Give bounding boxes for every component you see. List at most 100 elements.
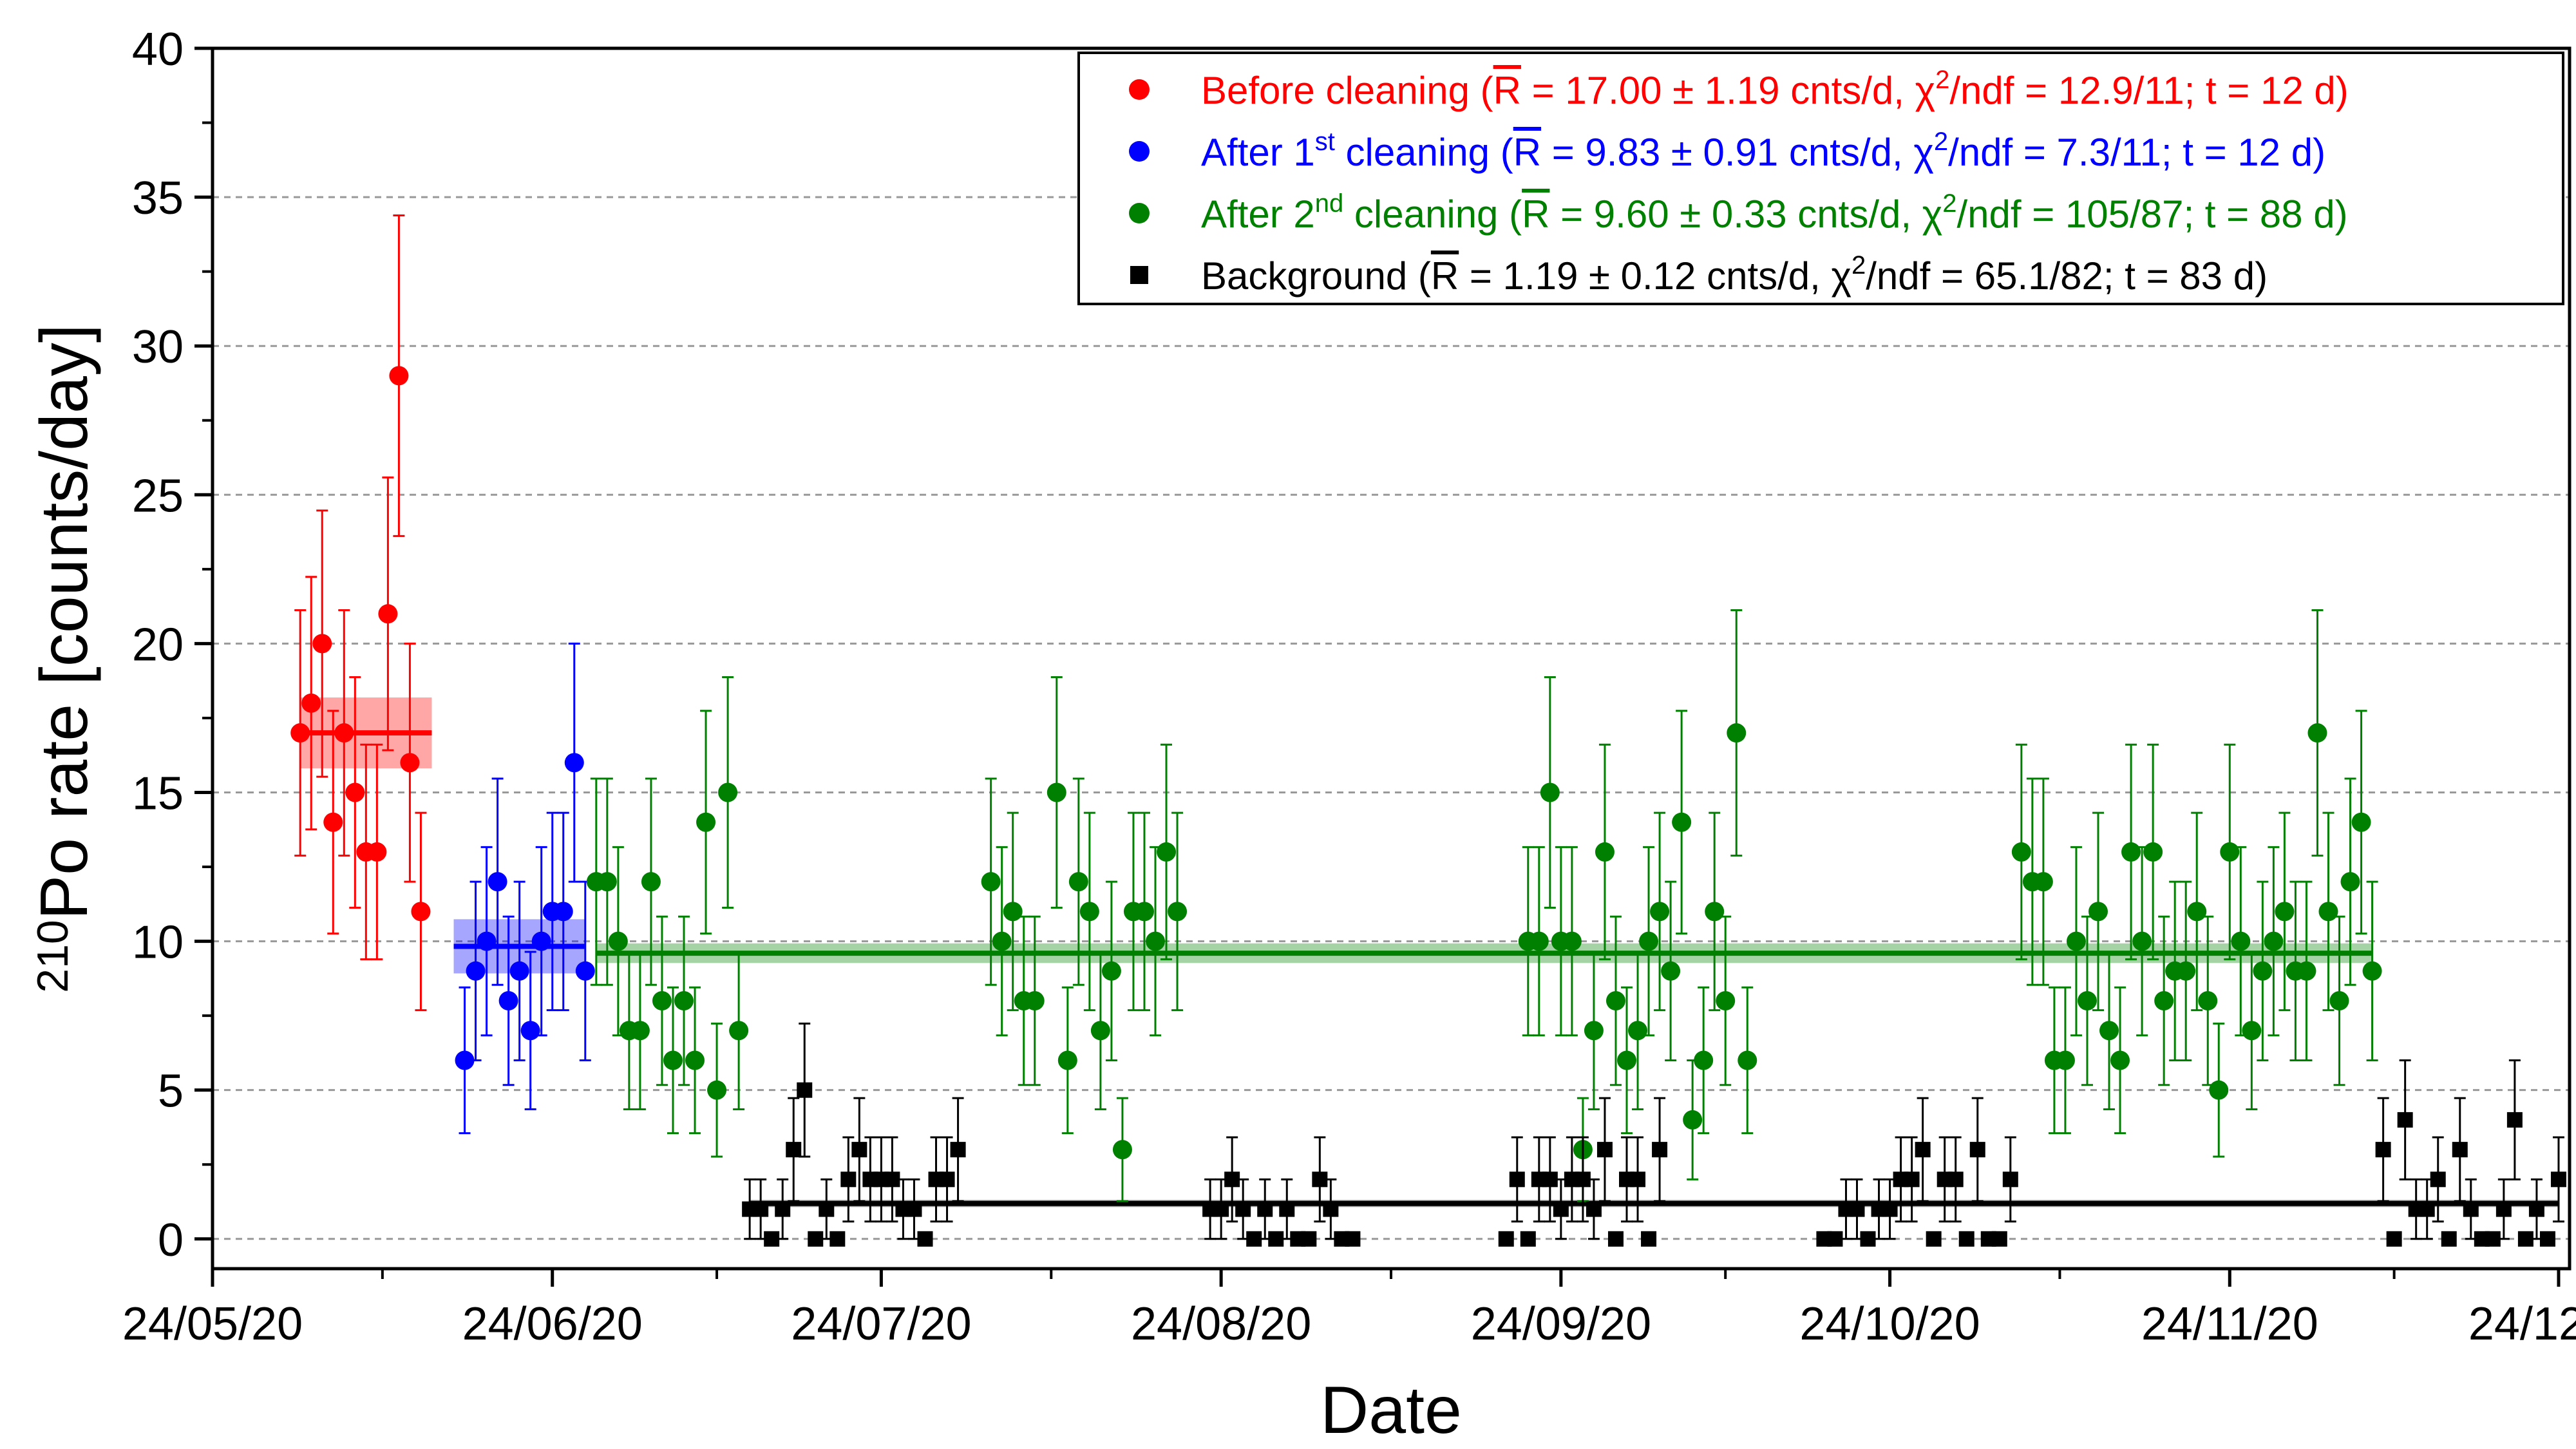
legend-marker: [1130, 266, 1148, 284]
data-point: [630, 1021, 650, 1041]
background-point: [2441, 1231, 2457, 1247]
data-point: [2143, 842, 2163, 862]
background-point: [917, 1231, 933, 1247]
background-point: [1498, 1231, 1514, 1247]
data-point: [2110, 1050, 2130, 1070]
data-point: [1057, 1050, 1077, 1070]
background-point: [764, 1231, 780, 1247]
legend-stats: = 1.19 ± 0.12 cnts/d,: [1459, 254, 1831, 298]
data-point: [488, 872, 507, 892]
background-point: [1542, 1171, 1558, 1188]
data-point: [466, 961, 486, 981]
legend-text: After 1: [1201, 131, 1315, 174]
data-point: [2154, 991, 2174, 1011]
background-point: [2397, 1112, 2413, 1128]
y-tick-label: 35: [132, 173, 184, 224]
background-point: [753, 1201, 769, 1217]
data-point: [1661, 961, 1681, 981]
data-point: [1617, 1050, 1636, 1070]
data-point: [477, 931, 497, 951]
data-point: [1595, 842, 1615, 862]
data-point: [2099, 1021, 2119, 1041]
data-point: [1650, 902, 1670, 922]
legend-superscript: 2: [1934, 128, 1948, 156]
legend-fit: /ndf = 65.1/82; t = 83 d): [1866, 254, 2268, 298]
data-point: [2231, 931, 2251, 951]
legend-fit: /ndf = 105/87; t = 88 d): [1956, 193, 2347, 236]
data-point: [707, 1080, 727, 1100]
y-tick-label: 5: [158, 1066, 184, 1117]
data-point: [696, 812, 716, 832]
legend-superscript: nd: [1315, 189, 1344, 218]
data-point: [2340, 872, 2360, 892]
background-point: [2506, 1112, 2523, 1128]
data-point: [1068, 872, 1088, 892]
data-point: [1705, 902, 1725, 922]
data-point: [323, 812, 343, 832]
data-point: [2253, 961, 2273, 981]
data-point: [1628, 1021, 1648, 1041]
background-point: [2463, 1201, 2479, 1217]
legend-marker: [1129, 141, 1150, 162]
y-axis-title: 210Po rate [counts/day]: [27, 324, 102, 992]
data-point: [2033, 872, 2053, 892]
background-point: [775, 1201, 791, 1217]
data-point: [1529, 931, 1549, 951]
legend-text: Before cleaning (: [1201, 69, 1493, 112]
legend-stats: = 9.60 ± 0.33 cnts/d,: [1549, 193, 1922, 236]
background-point: [2430, 1171, 2446, 1188]
data-point: [2362, 961, 2382, 981]
background-point: [1827, 1231, 1843, 1247]
data-point: [2121, 842, 2141, 862]
x-tick-label: 24/09/20: [1471, 1298, 1651, 1350]
data-point: [2264, 931, 2284, 951]
background-point: [819, 1201, 835, 1217]
data-point: [685, 1050, 705, 1070]
data-point: [1046, 782, 1066, 802]
data-point: [1090, 1021, 1110, 1041]
data-point: [531, 931, 551, 951]
legend-stats: = 9.83 ± 0.91 cnts/d,: [1541, 131, 1913, 174]
data-point: [2242, 1021, 2262, 1041]
data-point: [1672, 812, 1692, 832]
data-point: [411, 902, 431, 922]
legend-chi-symbol: χ: [1913, 131, 1934, 174]
data-point: [1584, 1021, 1604, 1041]
x-tick-label: 24/06/20: [462, 1298, 643, 1350]
background-point: [2539, 1231, 2555, 1247]
data-point: [1112, 1140, 1132, 1160]
background-point: [1575, 1171, 1591, 1188]
background-point: [786, 1142, 802, 1158]
background-point: [1607, 1231, 1624, 1247]
data-point: [2318, 902, 2338, 922]
data-point: [641, 872, 661, 892]
y-tick-label: 40: [132, 24, 184, 75]
data-point: [1003, 902, 1023, 922]
background-point: [1958, 1231, 1975, 1247]
data-point: [2011, 842, 2031, 862]
data-point: [1639, 931, 1659, 951]
background-point: [2550, 1171, 2566, 1188]
data-point: [2329, 991, 2349, 1011]
legend-mean-symbol: R: [1522, 193, 1549, 236]
data-points: [290, 214, 2566, 1247]
background-point: [2517, 1231, 2533, 1247]
data-point: [2077, 991, 2097, 1011]
legend-text: After 2: [1201, 193, 1315, 236]
background-point: [2375, 1142, 2391, 1158]
background-point: [851, 1142, 867, 1158]
background-point: [2496, 1201, 2512, 1217]
x-axis-title: Date: [1320, 1373, 1462, 1448]
background-point: [1991, 1231, 2007, 1247]
data-point: [564, 753, 584, 773]
y-axis-title-sup: 210: [28, 920, 77, 992]
x-tick-label: 24/07/20: [791, 1298, 971, 1350]
legend-box: [1077, 52, 2564, 305]
data-point: [718, 782, 738, 802]
data-point: [2187, 902, 2207, 922]
data-point: [2307, 723, 2327, 743]
background-point: [1596, 1142, 1613, 1158]
data-point: [1025, 991, 1045, 1011]
data-point: [520, 1021, 540, 1041]
